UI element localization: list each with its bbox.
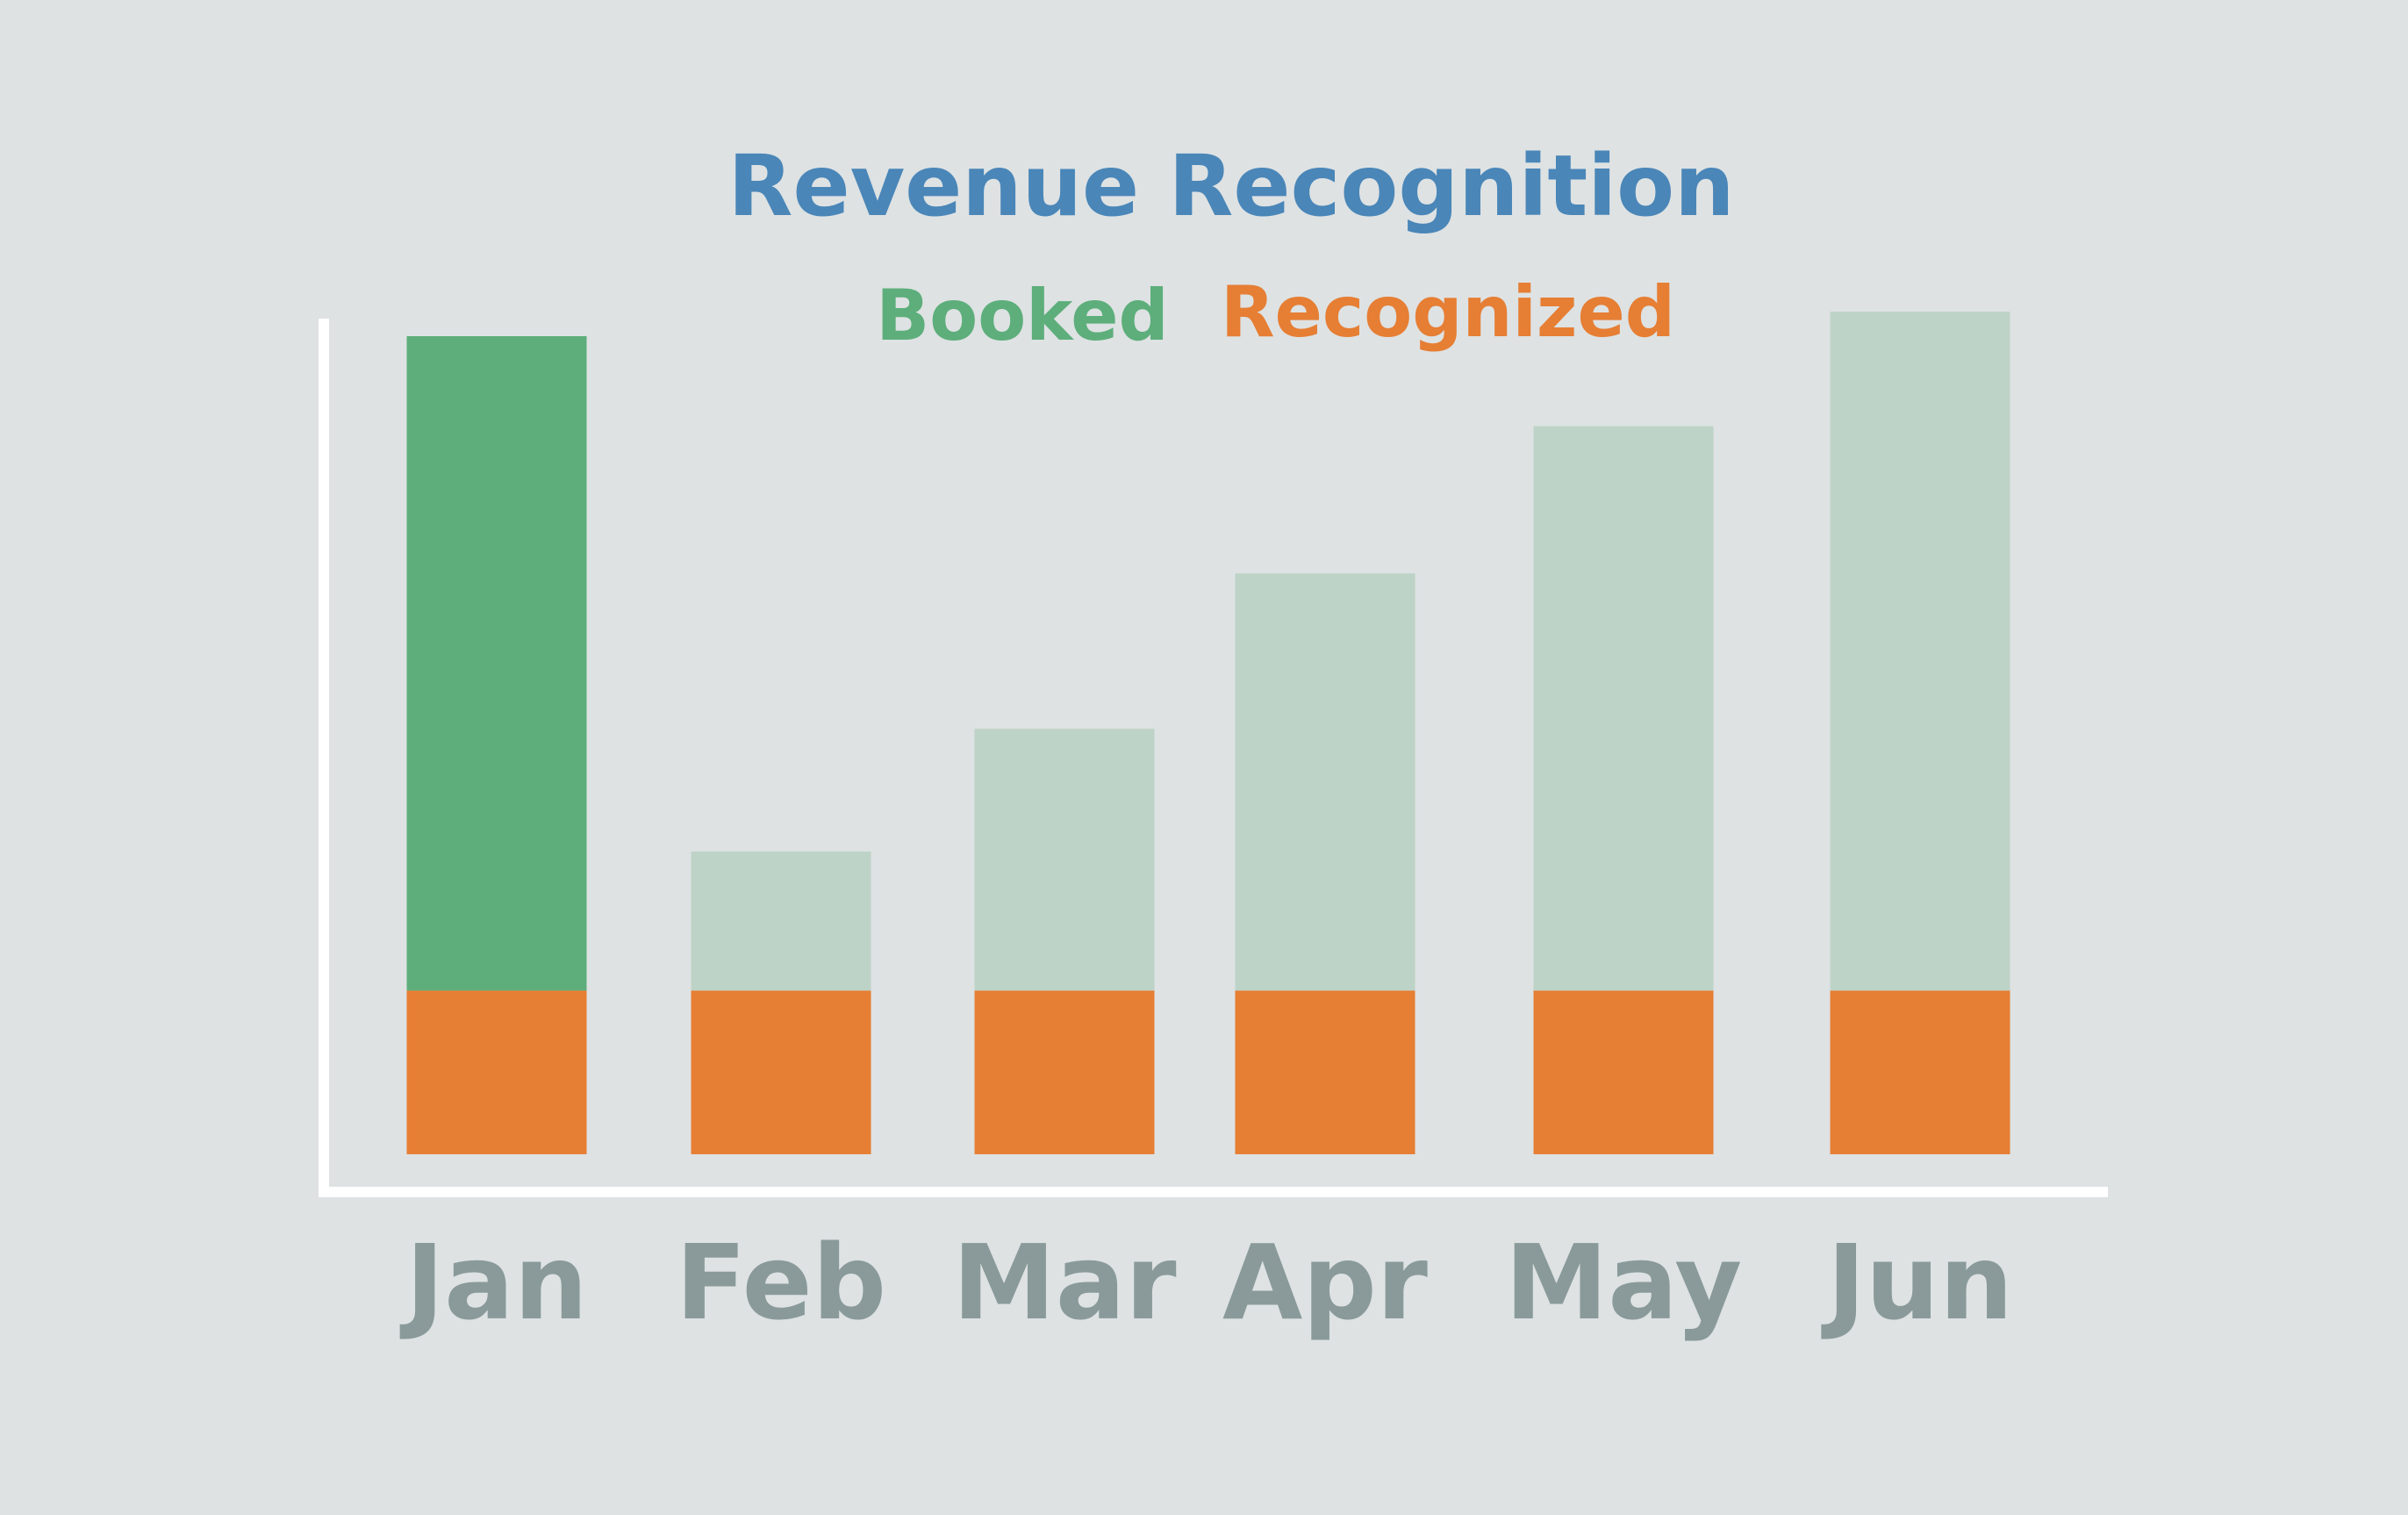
- bar-recognized-feb: [691, 990, 871, 1154]
- x-tick-apr: Apr: [1222, 1222, 1428, 1343]
- bar-recognized-mar: [974, 990, 1155, 1154]
- bar-recognized-apr: [1235, 990, 1415, 1154]
- legend-booked: Booked: [876, 275, 1168, 356]
- bar-booked-may: [1533, 426, 1714, 991]
- bar-booked-jun: [1830, 312, 2010, 991]
- bar-booked-feb: [691, 851, 871, 991]
- x-tick-jan: Jan: [399, 1222, 588, 1343]
- chart-title: Revenue Recognition: [728, 137, 1735, 235]
- bar-booked-apr: [1235, 573, 1415, 991]
- bar-recognized-jan: [406, 990, 587, 1154]
- x-tick-mar: Mar: [952, 1222, 1176, 1343]
- legend-recognized: Recognized: [1221, 271, 1675, 353]
- bar-booked-mar: [974, 729, 1155, 991]
- x-tick-jun: Jun: [1821, 1222, 2013, 1343]
- x-tick-feb: Feb: [676, 1222, 886, 1343]
- bar-recognized-jun: [1830, 990, 2010, 1154]
- bar-recognized-may: [1533, 990, 1714, 1154]
- bars-group: [406, 312, 2010, 1154]
- x-tick-labels: Jan Feb Mar Apr May Jun: [399, 1222, 2013, 1343]
- bar-booked-jan: [406, 336, 587, 991]
- x-tick-may: May: [1505, 1222, 1742, 1343]
